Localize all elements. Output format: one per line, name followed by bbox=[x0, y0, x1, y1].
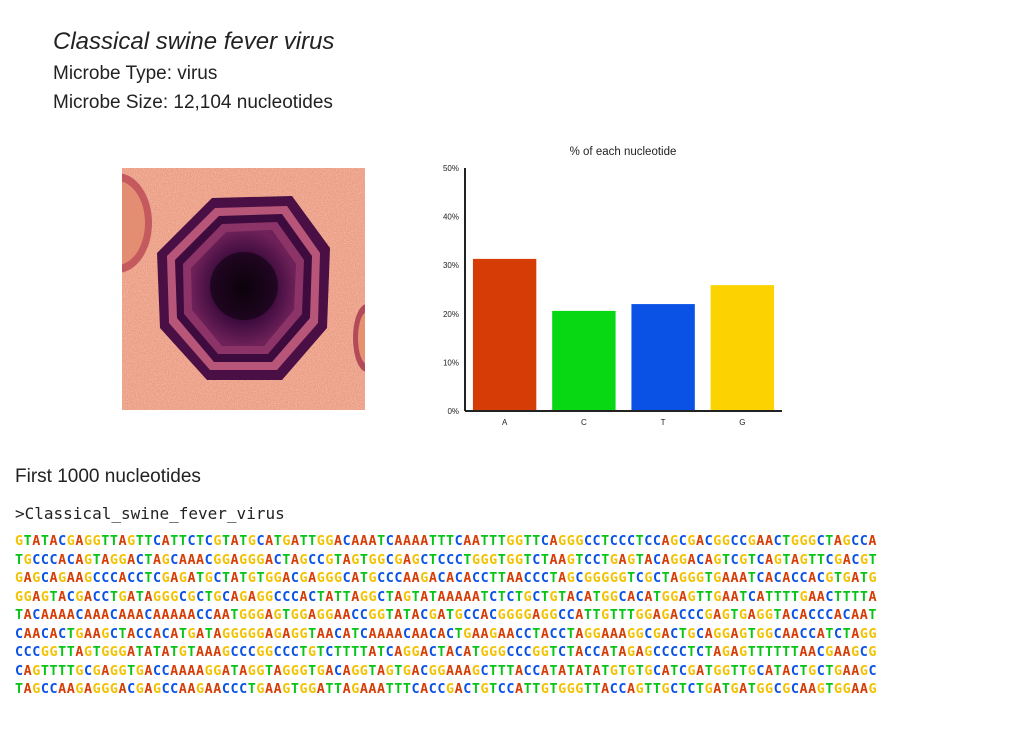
bar-chart-svg: % of each nucleotide 0% 10% 20% 30% 40% 50% A… bbox=[443, 146, 782, 427]
microbe-size: Microbe Size: 12,104 nucleotides bbox=[53, 92, 333, 113]
x-tick-label: A bbox=[502, 418, 508, 427]
y-tick-label: 10% bbox=[443, 358, 459, 367]
nucleotide-percentage-chart: % of each nucleotide 0% 10% 20% 30% 40% 50% A… bbox=[430, 140, 800, 440]
microbe-title: Classical swine fever virus bbox=[53, 28, 335, 55]
x-tick-label: G bbox=[739, 418, 745, 427]
x-tick-label: T bbox=[661, 418, 666, 427]
bar-g bbox=[710, 285, 775, 411]
bar-c bbox=[552, 310, 616, 411]
y-tick-label: 50% bbox=[443, 164, 459, 173]
virus-micrograph-image bbox=[122, 168, 365, 410]
chart-title: % of each nucleotide bbox=[570, 146, 677, 158]
sequence-line: TGCCCACAGTAGGACTAGCAAACGGAGGGACTAGCCGTAG… bbox=[15, 552, 878, 568]
bar-a bbox=[472, 258, 537, 411]
sequence-line: CAGTTTTGCGAGGTGACCAAAAGGATAGGTAGGGTGACAG… bbox=[15, 663, 878, 679]
sequence-line: GGAGTACGACCTGATAGGGCGCTGCAGAGGCCCACTATTA… bbox=[15, 589, 878, 605]
nucleotide-sequence: GTATACGAGGTTAGTTCATTCTCGTATGCATGATTGGACA… bbox=[15, 533, 1025, 700]
sequence-line: GTATACGAGGTTAGTTCATTCTCGTATGCATGATTGGACA… bbox=[15, 534, 878, 549]
fasta-header: >Classical_swine_fever_virus bbox=[15, 504, 285, 523]
sequence-line: TACAAAACAAACAAACAAAAACCAATGGGAGTGGAGGAAC… bbox=[15, 608, 877, 623]
y-tick-label: 0% bbox=[447, 407, 459, 416]
sequence-line: CAACACTGAAGCTACCACATGATAGGGGGAGAGGTAACAT… bbox=[15, 626, 878, 642]
y-tick-label: 30% bbox=[443, 261, 459, 270]
sequence-heading: First 1000 nucleotides bbox=[15, 466, 201, 487]
sequence-line: GAGCAGAAGCCCACCTCGAGATGCTATGTGGACGAGGGCA… bbox=[15, 571, 878, 586]
sequence-line: CCCGGTTAGTGGGATATATGTAAAGCCCGGCCCTGTCTTT… bbox=[15, 645, 877, 660]
y-tick-label: 40% bbox=[443, 213, 459, 222]
x-tick-label: C bbox=[581, 418, 587, 427]
virus-micrograph-icon bbox=[122, 168, 365, 410]
microbe-type: Microbe Type: virus bbox=[53, 63, 218, 84]
y-tick-label: 20% bbox=[443, 310, 459, 319]
bar-t bbox=[631, 304, 695, 411]
sequence-line: TAGCCAAGAGGGACGAGCCAAGAACCCTGAAGTGGATTAG… bbox=[15, 682, 878, 697]
